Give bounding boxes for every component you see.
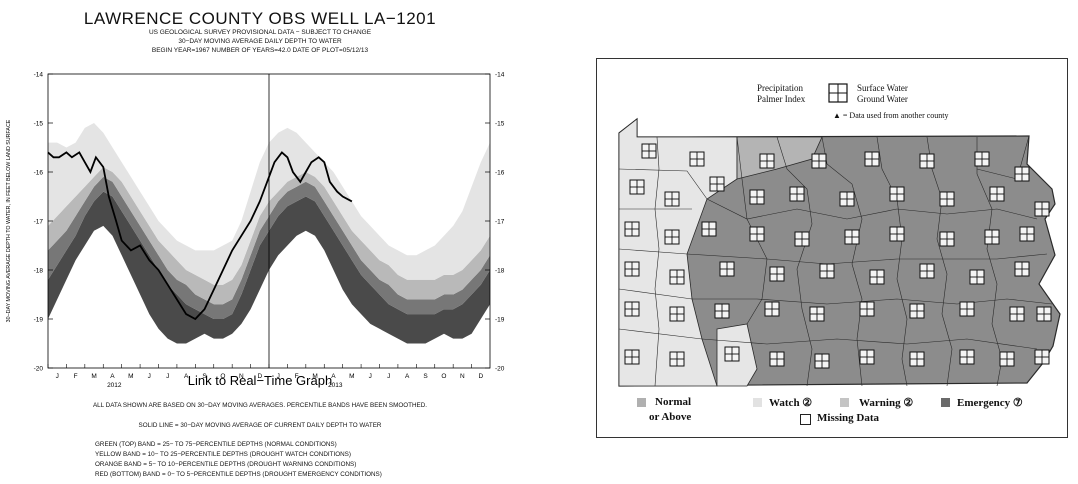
y-tick-label-left: -15 (34, 121, 44, 128)
axis-labels: -14 -14 -15 -15 -16 -16 -17 -17 -18 -18 -19 -19 -20 -… (6, 72, 505, 390)
x-month-label: J (277, 373, 280, 380)
watch-swatch (753, 398, 762, 407)
legend-emergency: Emergency ⑦ (957, 397, 1023, 409)
x-month-label: A (184, 373, 189, 380)
normal-swatch (637, 398, 646, 407)
hydrograph-title: LAWRENCE COUNTY OBS WELL LA−1201 (83, 9, 437, 28)
note-green-band: GREEN (TOP) BAND = 25− TO 75−PERCENTILE … (95, 441, 337, 448)
legend-ground-water: Ground Water (857, 94, 908, 104)
county-line (618, 328, 703, 340)
x-month-label: O (220, 373, 225, 380)
y-tick-label-left: -19 (34, 317, 44, 324)
county-line (926, 136, 953, 387)
hydrograph-subtitle-1: US GEOLOGICAL SURVEY PROVISIONAL DATA − … (148, 29, 372, 36)
legend-palmer-index: Palmer Index (757, 94, 806, 104)
y-tick-label-right: -20 (495, 366, 505, 373)
county-indicator-grids (624, 143, 1052, 369)
x-month-label: D (478, 373, 483, 380)
legend-or-above: or Above (649, 411, 692, 423)
note-solid-line: SOLID LINE = 30−DAY MOVING AVERAGE OF CU… (138, 422, 382, 429)
x-month-label: N (460, 373, 465, 380)
x-month-label: O (441, 373, 446, 380)
x-month-label: M (312, 373, 317, 380)
county-line (618, 248, 688, 255)
y-tick-label-right: -18 (495, 268, 505, 275)
x-month-label: M (128, 373, 133, 380)
legend-warning: Warning ② (859, 397, 914, 409)
note-orange-band: ORANGE BAND = 5− TO 10−PERCENTILE DEPTHS… (95, 461, 357, 468)
x-year-label: 2012 (107, 382, 122, 389)
y-tick-label-left: -16 (34, 170, 44, 177)
current-depth-series (47, 151, 353, 321)
band-green-top (48, 123, 490, 285)
county-line (692, 298, 1053, 305)
x-month-label: F (74, 373, 78, 380)
county-line (654, 136, 660, 387)
x-year-label: 2013 (328, 382, 343, 389)
legend-missing: Missing Data (817, 412, 880, 424)
county-line (701, 338, 1038, 350)
band-yellow (48, 167, 490, 305)
light-region (618, 118, 738, 387)
x-month-label: A (110, 373, 115, 380)
warning-swatch (840, 398, 849, 407)
x-month-label: N (239, 373, 244, 380)
y-tick-label-right: -15 (495, 121, 505, 128)
realtime-graph-link[interactable]: Link to Real−Time Graph (188, 373, 332, 388)
county-line (706, 198, 1038, 220)
y-tick-label-right: -19 (495, 317, 505, 324)
x-month-label: J (387, 373, 390, 380)
missing-swatch (800, 414, 811, 425)
chart-axes (47, 73, 491, 369)
legend-precipitation: Precipitation (757, 83, 803, 93)
hydrograph-subtitle-2: 30−DAY MOVING AVERAGE DAILY DEPTH TO WAT… (178, 38, 342, 45)
y-tick-label-left: -18 (34, 268, 44, 275)
county-line (618, 168, 708, 200)
hydrograph-panel: LAWRENCE COUNTY OBS WELL LA−1201 US GEOL… (0, 0, 520, 484)
drought-map-panel: Precipitation Palmer Index Surface Water… (596, 58, 1068, 438)
warning-region (736, 136, 823, 180)
note-red-band: RED (BOTTOM) BAND = 0− TO 5−PERCENTILE D… (95, 471, 382, 478)
y-tick-label-left: -14 (34, 72, 44, 79)
y-axis-label: 30−DAY MOVING AVERAGE DEPTH TO WATER, IN… (6, 119, 12, 322)
y-tick-label-right: -14 (495, 72, 505, 79)
y-tick-label-right: -17 (495, 219, 505, 226)
state-outline (618, 117, 1061, 387)
x-month-label: A (331, 373, 336, 380)
legend-normal: Normal (655, 396, 692, 408)
legend-watch: Watch ② (769, 397, 813, 409)
x-month-label: F (295, 373, 299, 380)
pennsylvania-county-map (618, 83, 1061, 387)
y-tick-label-left: -17 (34, 219, 44, 226)
x-month-label: J (166, 373, 169, 380)
indicator-legend-grid (828, 83, 848, 103)
band-orange (48, 176, 490, 319)
x-month-label: J (148, 373, 151, 380)
y-tick-label-left: -20 (34, 366, 44, 373)
x-month-label: M (349, 373, 354, 380)
y-tick-label-right: -16 (495, 170, 505, 177)
x-month-label: J (56, 373, 59, 380)
emergency-swatch (941, 398, 950, 407)
x-month-label: S (423, 373, 428, 380)
current-depth-line (47, 151, 353, 321)
legend-surface-water: Surface Water (857, 83, 908, 93)
legend-data-note: ▲ = Data used from another county (833, 111, 949, 120)
hydrograph-subtitle-3: BEGIN YEAR=1967 NUMBER OF YEARS=42.0 DAT… (151, 47, 369, 54)
x-month-label: M (91, 373, 96, 380)
x-month-label: A (405, 373, 410, 380)
x-month-label: J (369, 373, 372, 380)
county-line (686, 253, 1048, 265)
note-smoothed: ALL DATA SHOWN ARE BASED ON 30−DAY MOVIN… (92, 402, 428, 409)
note-yellow-band: YELLOW BAND = 10− TO 25−PERCENTILE DEPTH… (95, 451, 351, 458)
x-month-label: D (257, 373, 262, 380)
x-month-label: S (202, 373, 207, 380)
hydrograph-chart: -14 -14 -15 -15 -16 -16 -17 -17 -18 -18 -19 -19 -20 -… (6, 72, 505, 390)
